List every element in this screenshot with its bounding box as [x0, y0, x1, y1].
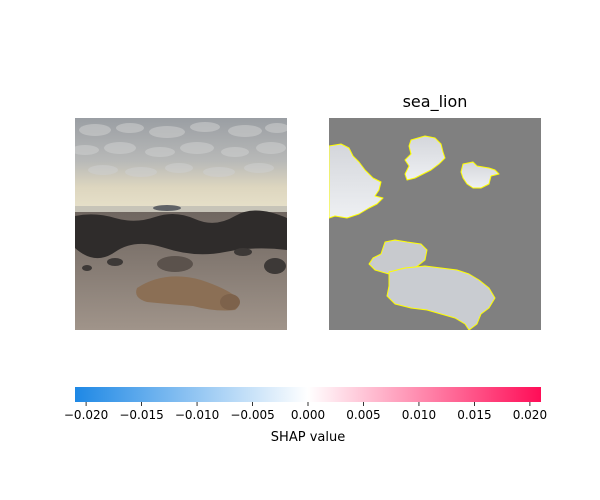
sea: [75, 206, 287, 212]
scattered-rocks: [82, 248, 286, 274]
small-sea-lion: [157, 256, 193, 272]
segment-right-cloud: [460, 161, 500, 189]
clouds: [75, 122, 287, 177]
original-image-panel: [75, 118, 287, 330]
colorbar-tick-label: 0.020: [513, 408, 547, 422]
segment-left-sky: [329, 143, 384, 219]
colorbar-label: SHAP value: [270, 430, 346, 445]
colorbar-tick-label: 0.000: [291, 408, 325, 422]
colorbar-gradient: [75, 387, 541, 402]
segment-sea-lion: [386, 265, 496, 330]
colorbar: −0.020 −0.015 −0.010 −0.005 0.000 0.005 0.010 0…: [0, 380, 600, 460]
sea-lion-head: [220, 294, 240, 310]
colorbar-tick-label: −0.015: [119, 408, 163, 422]
colorbar-tick-label: −0.020: [64, 408, 108, 422]
panel-title: sea_lion: [402, 92, 468, 111]
colorbar-tick-label: 0.015: [457, 408, 491, 422]
colorbar-tick-label: 0.005: [346, 408, 380, 422]
distant-island: [153, 205, 181, 211]
sea-lion: [136, 276, 239, 311]
shap-segments: [329, 135, 500, 330]
colorbar-svg: −0.020 −0.015 −0.010 −0.005 0.000 0.005 0.010 0…: [64, 387, 547, 422]
colorbar-tick-label: −0.010: [175, 408, 219, 422]
colorbar-ticks: −0.020 −0.015 −0.010 −0.005 0.000 0.005 0.010 0…: [64, 402, 547, 422]
colorbar-tick-label: −0.005: [230, 408, 274, 422]
colorbar-tick-label: 0.010: [402, 408, 436, 422]
segment-upper-cloud: [404, 135, 446, 181]
dark-rocks: [75, 210, 287, 259]
shap-overlay-panel: [329, 118, 541, 330]
beach-sea-lion-photo: [75, 118, 287, 330]
